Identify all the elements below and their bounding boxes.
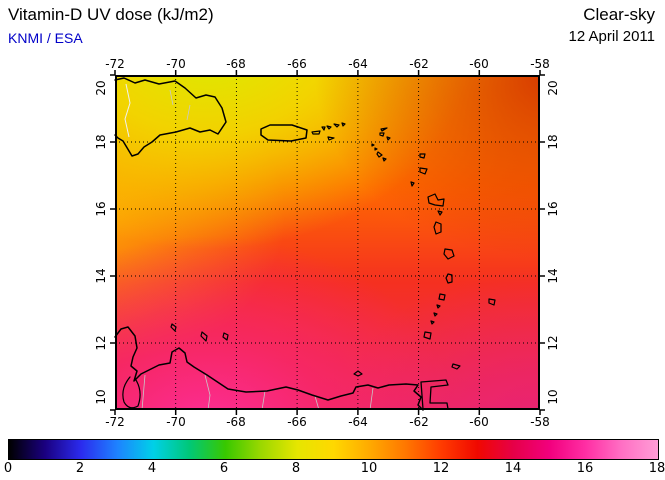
lon-tick-label-bottom: -58	[530, 415, 550, 429]
virgin-islands	[311, 122, 346, 141]
lat-tick-label-left: 12	[94, 335, 108, 351]
lon-tick-label-top: -66	[287, 57, 307, 71]
lat-tick-label-right: 14	[546, 268, 560, 284]
guadeloupe-coast	[427, 193, 445, 216]
coastlines	[114, 77, 496, 411]
colorbar-tick-label: 18	[648, 461, 665, 476]
lat-tick-label-right: 18	[546, 134, 560, 150]
colorbar-tick-label: 4	[147, 461, 157, 476]
lat-tick-label-left: 14	[94, 268, 108, 284]
margarita-coast	[353, 370, 363, 377]
colorbar	[8, 439, 659, 460]
hispaniola-coast	[114, 77, 227, 157]
lat-tick-label-right: 20	[546, 80, 560, 96]
lon-tick-label-top: -72	[105, 57, 125, 71]
lon-tick-label-top: -70	[166, 57, 186, 71]
abc-islands	[170, 323, 229, 342]
colorbar-tick-label: 6	[219, 461, 229, 476]
lon-tick-label-top: -68	[226, 57, 246, 71]
color-field	[115, 75, 540, 410]
colorbar-tick-label: 16	[576, 461, 594, 476]
lon-tick-label-bottom: -72	[105, 415, 125, 429]
tobago-coast	[451, 363, 461, 370]
south-america-coast	[114, 326, 424, 411]
lat-tick-label-left: 20	[94, 80, 108, 96]
inland-borders-rivers	[124, 83, 374, 411]
lon-tick-label-bottom: -62	[409, 415, 429, 429]
lake-maracaibo	[122, 376, 141, 409]
source-credit: KNMI / ESA	[8, 30, 83, 46]
lon-tick-label-top: -58	[530, 57, 550, 71]
axis-ticks	[110, 70, 545, 415]
grid-lines	[115, 75, 540, 410]
leeward-islands	[371, 127, 428, 187]
lon-tick-label-bottom: -68	[226, 415, 246, 429]
uv-dose-heatmap	[110, 70, 545, 415]
lat-tick-label-left: 18	[94, 134, 108, 150]
date-label: 12 April 2011	[568, 28, 655, 45]
barbados-coast	[488, 298, 496, 306]
colorbar-tick-label: 12	[432, 461, 450, 476]
lat-tick-label-right: 16	[546, 201, 560, 217]
lon-tick-label-top: -64	[348, 57, 368, 71]
lat-tick-label-left: 16	[94, 201, 108, 217]
sky-condition-label: Clear-sky	[583, 5, 655, 24]
lon-tick-label-top: -62	[409, 57, 429, 71]
lon-tick-label-bottom: -70	[166, 415, 186, 429]
lat-tick-label-left: 10	[94, 389, 108, 405]
page-title: Vitamin-D UV dose (kJ/m2)	[8, 5, 214, 24]
colorbar-tick-label: 0	[3, 461, 13, 476]
lon-tick-label-bottom: -64	[348, 415, 368, 429]
lat-tick-label-right: 12	[546, 335, 560, 351]
map-plot-area	[110, 70, 545, 415]
colorbar-tick-label: 2	[75, 461, 85, 476]
puerto-rico-coast	[260, 124, 308, 142]
map-frame-border	[115, 75, 540, 410]
lon-tick-label-top: -60	[469, 57, 489, 71]
colorbar-tick-label: 14	[504, 461, 522, 476]
lat-tick-label-right: 10	[546, 389, 560, 405]
lon-tick-label-bottom: -60	[469, 415, 489, 429]
windward-islands	[423, 221, 455, 340]
colorbar-tick-label: 8	[291, 461, 301, 476]
colorbar-tick-label: 10	[360, 461, 378, 476]
lon-tick-label-bottom: -66	[287, 415, 307, 429]
